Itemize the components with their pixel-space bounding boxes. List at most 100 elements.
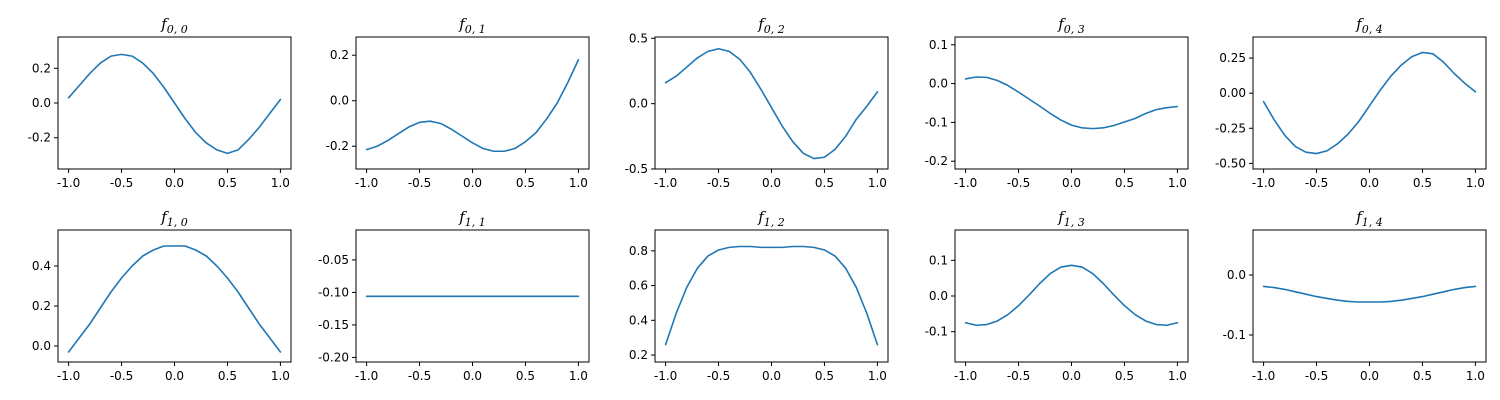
y-tick-label: -0.1: [925, 325, 948, 339]
subplot-title-subscript: 1, 2: [764, 216, 785, 229]
x-tick-label: -1.0: [355, 369, 378, 383]
x-tick-label: 0.0: [165, 369, 184, 383]
series-line: [1262, 51, 1477, 155]
y-tick-label: 0.4: [32, 259, 51, 273]
subplot-title: f0, 4: [1355, 15, 1383, 36]
y-tick-label: 0.0: [929, 77, 948, 91]
y-tick-label: 0.2: [330, 48, 349, 62]
y-tick-label: 0.1: [929, 38, 948, 52]
x-tick-label: -0.5: [1007, 369, 1030, 383]
x-tick-label: -0.5: [110, 176, 133, 190]
y-tick-label: -0.2: [925, 154, 948, 168]
y-tick-label: -0.20: [318, 350, 349, 364]
x-tick-label: 0.0: [1062, 369, 1081, 383]
x-tick-label: 0.0: [1360, 369, 1379, 383]
x-tick-label: 1.0: [569, 176, 588, 190]
subplot-title: f1, 1: [458, 208, 486, 229]
x-tick-label: 1.0: [868, 369, 887, 383]
subplot-0-3: f0, 3 -1.0 -0.5 0.0 0.5 1.0 -0.2 -0.1 0.0 0.1: [925, 15, 1189, 190]
x-tick-label: 0.0: [463, 176, 482, 190]
x-tick-label: 0.0: [165, 176, 184, 190]
y-tick-label: 0.2: [32, 299, 51, 313]
x-tick-label: 0.0: [1360, 176, 1379, 190]
y-tick-label: 0.25: [1219, 51, 1246, 65]
subplot-title: f0, 2: [757, 15, 785, 36]
x-tick-label: 0.0: [463, 369, 482, 383]
series-line: [67, 53, 282, 155]
subplot-title-main: f: [757, 15, 766, 33]
subplot-title-subscript: 1, 3: [1064, 216, 1085, 229]
x-tick-label: 1.0: [271, 176, 290, 190]
subplot-title-main: f: [1057, 208, 1066, 226]
x-tick-label: 1.0: [1168, 369, 1187, 383]
x-tick-label: 1.0: [1466, 176, 1485, 190]
x-tick-label: 0.0: [762, 369, 781, 383]
x-tick-label: 0.5: [815, 369, 834, 383]
subplot-1-0: f1, 0 -1.0 -0.5 0.0 0.5 1.0 0.0 0.2 0.4: [32, 208, 292, 383]
subplot-title: f0, 0: [160, 15, 188, 36]
subplot-title-subscript: 1, 4: [1362, 216, 1383, 229]
subplot-1-2: f1, 2 -1.0 -0.5 0.0 0.5 1.0 0.2 0.4 0.6 0.8: [629, 208, 889, 383]
subplot-title-subscript: 0, 3: [1064, 23, 1085, 36]
x-tick-label: 0.5: [1413, 369, 1432, 383]
subplot-title-subscript: 1, 1: [465, 216, 486, 229]
subplot-title-subscript: 0, 0: [167, 23, 188, 36]
x-tick-label: -1.0: [57, 176, 80, 190]
x-tick-label: -0.5: [110, 369, 133, 383]
y-tick-label: 0.0: [32, 339, 51, 353]
subplot-title: f1, 0: [160, 208, 188, 229]
x-tick-label: 0.5: [1115, 176, 1134, 190]
y-tick-label: 0.4: [629, 313, 648, 327]
x-tick-label: -1.0: [954, 369, 977, 383]
subplot-0-1: f0, 1 -1.0 -0.5 0.0 0.5 1.0 -0.2 0.0 0.2: [326, 15, 590, 190]
y-tick-label: -0.10: [318, 285, 349, 299]
y-tick-label: 0.0: [1227, 268, 1246, 282]
series-line: [67, 245, 282, 353]
subplot-title-main: f: [458, 208, 467, 226]
x-tick-label: -0.5: [1305, 176, 1328, 190]
subplot-title-main: f: [1355, 208, 1364, 226]
x-tick-label: 0.0: [1062, 176, 1081, 190]
y-tick-label: -0.2: [326, 139, 349, 153]
x-tick-label: 1.0: [1168, 176, 1187, 190]
y-tick-label: 0.8: [629, 244, 648, 258]
x-tick-label: 0.5: [516, 176, 535, 190]
y-tick-label: 0.1: [929, 253, 948, 267]
x-tick-label: 0.0: [762, 176, 781, 190]
x-tick-label: 1.0: [1466, 369, 1485, 383]
y-tick-label: 0.0: [32, 96, 51, 110]
subplot-title-main: f: [458, 15, 467, 33]
y-tick-label: 0.0: [629, 97, 648, 111]
y-tick-label: 0.6: [629, 279, 648, 293]
series-line: [664, 245, 879, 346]
subplot-1-4: f1, 4 -1.0 -0.5 0.0 0.5 1.0 -0.1 0.0: [1223, 208, 1487, 383]
x-tick-label: -0.5: [707, 369, 730, 383]
y-tick-label: 0.0: [929, 289, 948, 303]
y-tick-label: -0.1: [1223, 328, 1246, 342]
y-tick-label: -0.05: [318, 253, 349, 267]
y-tick-label: -0.50: [1215, 156, 1246, 170]
subplot-title: f0, 1: [458, 15, 486, 36]
x-tick-label: -1.0: [654, 369, 677, 383]
subplot-title-main: f: [160, 208, 169, 226]
subplot-title-subscript: 0, 1: [465, 23, 486, 36]
subplot-1-1: f1, 1 -1.0 -0.5 0.0 0.5 1.0 -0.20 -0.15 -0.10 -0.…: [318, 208, 590, 383]
y-tick-label: -0.1: [925, 115, 948, 129]
subplot-title-main: f: [1355, 15, 1364, 33]
y-tick-label: -0.5: [625, 162, 648, 176]
subplot-0-4: f0, 4 -1.0 -0.5 0.0 0.5 1.0 -0.50 -0.25 0.00 0.25: [1215, 15, 1487, 190]
subplot-title: f1, 2: [757, 208, 785, 229]
series-line: [664, 47, 879, 160]
series-line: [964, 264, 1179, 327]
subplot-1-3: f1, 3 -1.0 -0.5 0.0 0.5 1.0 -0.1 0.0 0.1: [925, 208, 1189, 383]
x-tick-label: 0.5: [516, 369, 535, 383]
subplot-title-subscript: 0, 4: [1362, 23, 1383, 36]
subplot-title-subscript: 1, 0: [167, 216, 188, 229]
x-tick-label: -1.0: [57, 369, 80, 383]
x-tick-label: -1.0: [1252, 369, 1275, 383]
y-tick-label: 0.0: [330, 94, 349, 108]
series-line: [964, 76, 1179, 130]
x-tick-label: -0.5: [707, 176, 730, 190]
x-tick-label: 0.5: [218, 176, 237, 190]
